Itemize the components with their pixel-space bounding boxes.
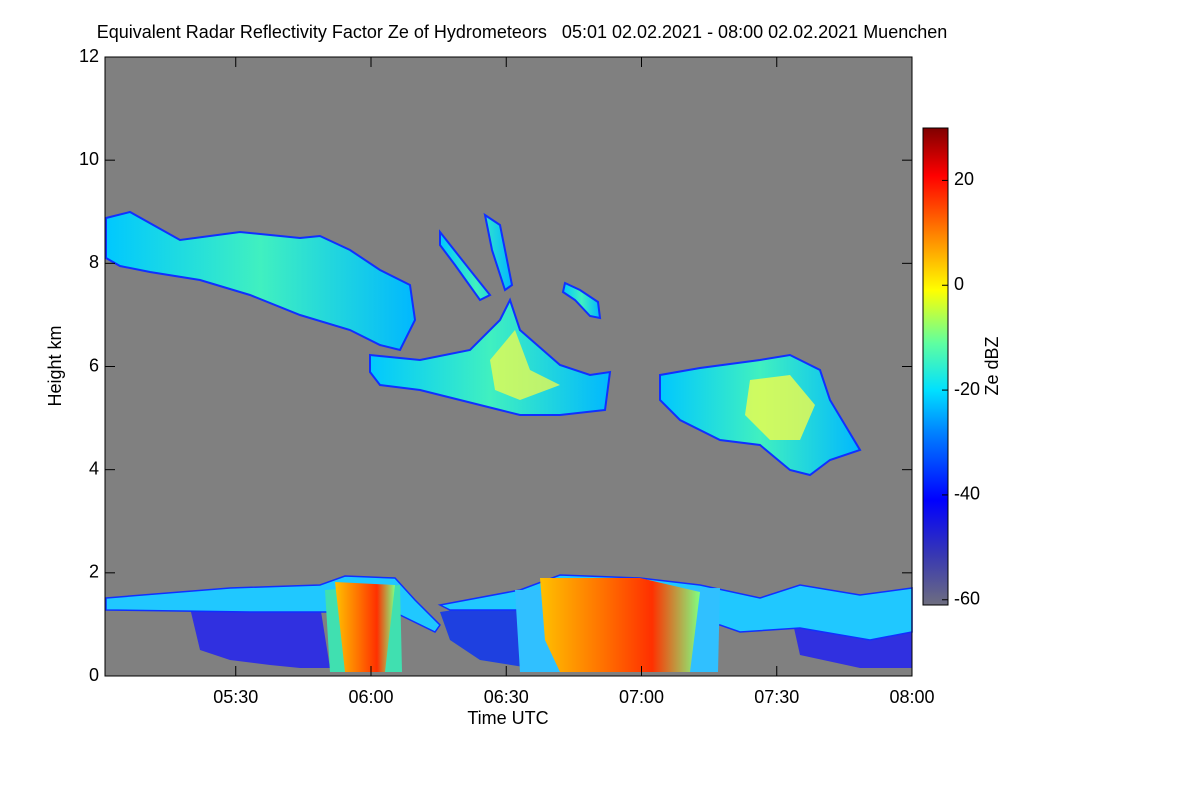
x-tick-label: 07:30 bbox=[754, 687, 799, 707]
y-tick-label: 10 bbox=[79, 149, 99, 169]
y-tick-label: 0 bbox=[89, 665, 99, 685]
x-tick-label: 08:00 bbox=[889, 687, 934, 707]
x-tick-label: 06:30 bbox=[484, 687, 529, 707]
x-tick-label: 05:30 bbox=[213, 687, 258, 707]
colorbar-tick-label: -40 bbox=[954, 484, 980, 504]
y-tick-label: 8 bbox=[89, 252, 99, 272]
colorbar-tick-label: -20 bbox=[954, 379, 980, 399]
y-tick-label: 12 bbox=[79, 46, 99, 66]
y-tick-label: 6 bbox=[89, 355, 99, 375]
y-tick-label: 4 bbox=[89, 458, 99, 478]
colorbar-tick-label: 20 bbox=[954, 169, 974, 189]
echo-shapes bbox=[105, 210, 913, 672]
colorbar bbox=[922, 127, 949, 606]
x-axis-label: Time UTC bbox=[467, 708, 548, 728]
x-tick-label: 07:00 bbox=[619, 687, 664, 707]
x-tick-label: 06:00 bbox=[348, 687, 393, 707]
y-axis-label: Height km bbox=[45, 325, 65, 406]
colorbar-tick-label: -60 bbox=[954, 589, 980, 609]
colorbar-tick-label: 0 bbox=[954, 274, 964, 294]
chart-title: Equivalent Radar Reflectivity Factor Ze … bbox=[97, 22, 948, 42]
y-tick-label: 2 bbox=[89, 562, 99, 582]
colorbar-label: Ze dBZ bbox=[982, 336, 1002, 395]
